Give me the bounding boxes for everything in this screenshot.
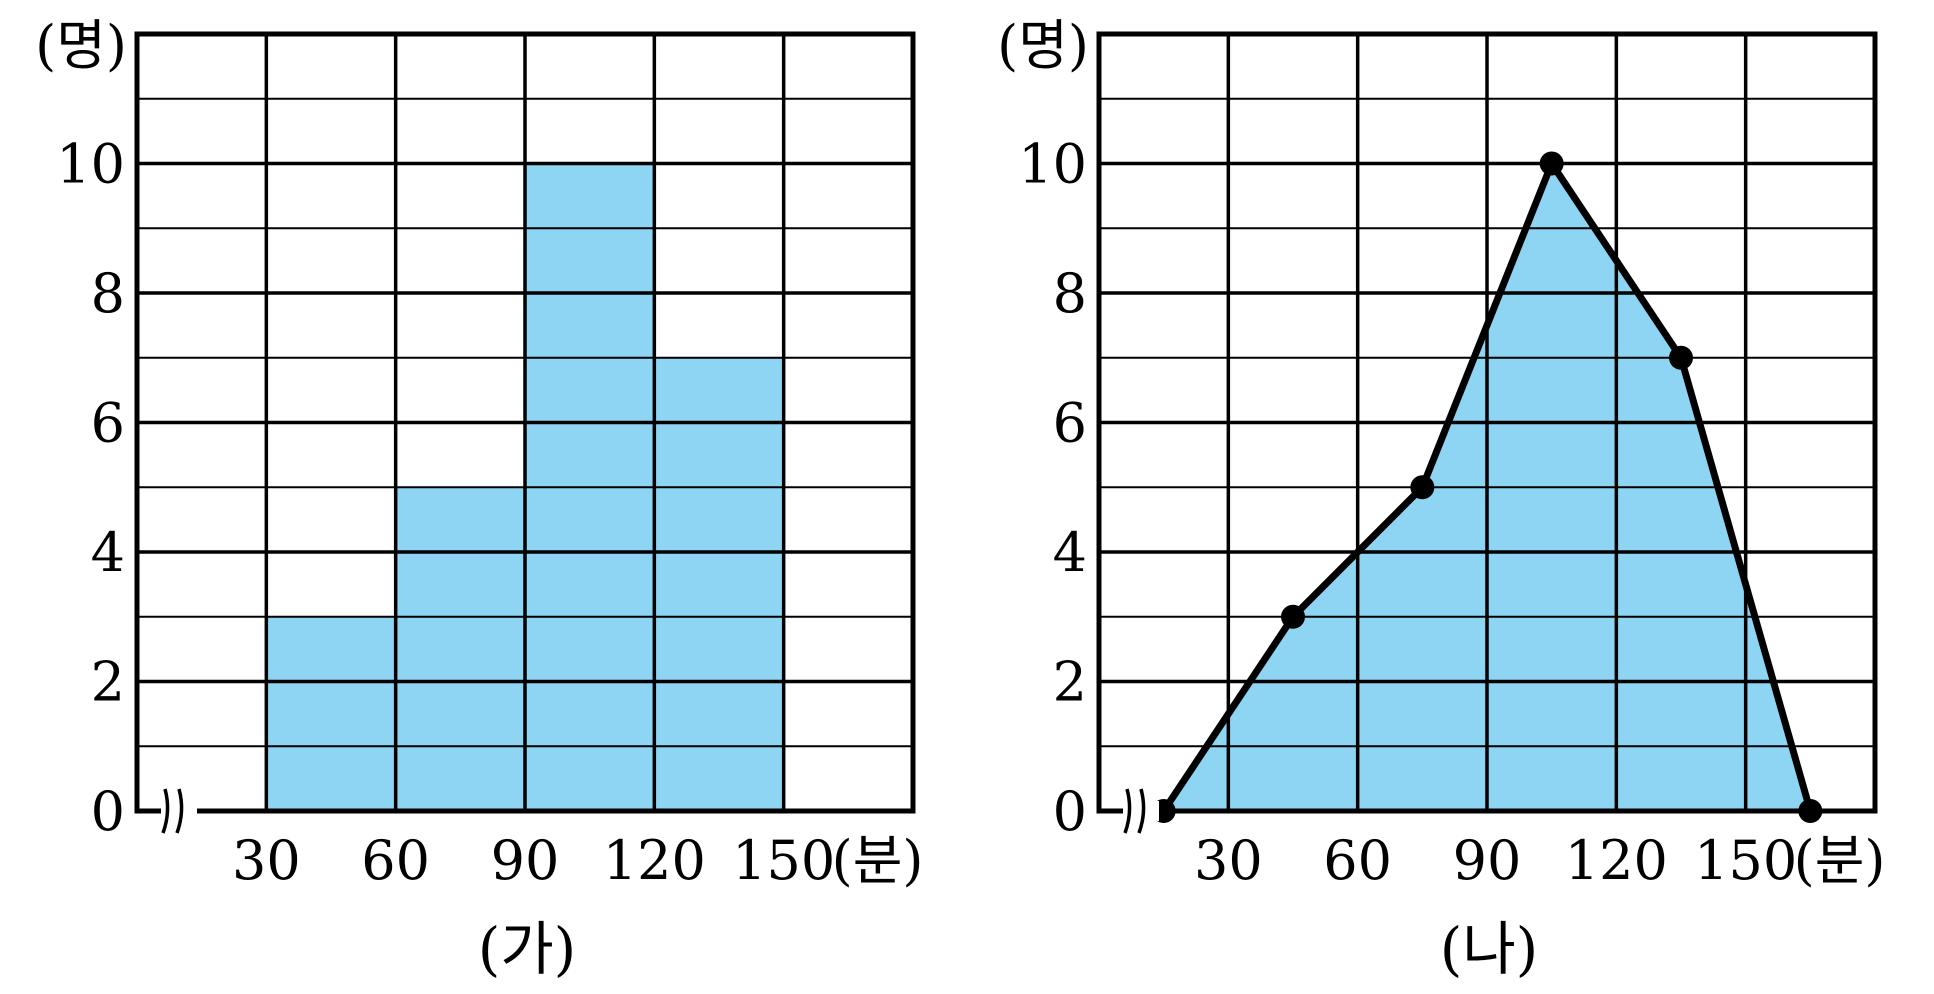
frequency-polygon-chart-b: 0 2 4 6 8 10 30 60 90 120 150 (명) (분) (나) (997, 14, 1885, 983)
chart-caption: (가) (478, 915, 577, 983)
y-axis-unit: (명) (997, 14, 1089, 77)
data-point (1410, 475, 1435, 500)
data-point (1798, 799, 1823, 823)
x-tick-label: 120 (1565, 829, 1668, 892)
y-tick-label: 4 (1053, 521, 1087, 584)
histogram-bar (395, 487, 525, 811)
y-tick-label: 6 (91, 392, 125, 455)
axis-break-mark (161, 788, 184, 834)
axis-break-gap (1123, 801, 1159, 821)
frequency-polygon-line (1160, 160, 1814, 813)
y-axis-unit: (명) (35, 14, 127, 77)
y-tick-label: 10 (1018, 133, 1087, 196)
y-tick-label: 6 (1053, 392, 1087, 455)
y-tick-label: 4 (91, 521, 125, 584)
data-point (1669, 345, 1693, 370)
histogram-bar (266, 616, 396, 811)
plot-frame (1096, 31, 1878, 814)
x-tick-label: 90 (1453, 829, 1522, 892)
y-tick-label: 0 (1053, 780, 1087, 843)
x-tick-label: 60 (361, 829, 430, 892)
histogram-bar (654, 357, 784, 811)
chart-caption: (나) (1440, 915, 1539, 983)
x-tick-label: 150 (1694, 829, 1797, 892)
y-tick-label: 8 (91, 262, 125, 325)
x-tick-label: 60 (1323, 829, 1392, 892)
x-tick-label: 90 (491, 829, 560, 892)
y-tick-label: 2 (1053, 651, 1087, 714)
x-tick-label: 150 (732, 829, 835, 892)
histogram-chart-a: 0 2 4 6 8 10 30 60 90 120 150 (명) (분) (가) (35, 14, 923, 983)
y-tick-label: 10 (56, 133, 125, 196)
x-axis-unit: (분) (832, 829, 924, 892)
axis-break-mark (1123, 788, 1146, 834)
x-tick-label: 30 (232, 829, 301, 892)
y-tick-label: 0 (91, 780, 125, 843)
x-tick-label: 120 (603, 829, 706, 892)
data-point (1281, 604, 1305, 629)
y-tick-label: 2 (91, 651, 125, 714)
axis-break-gap (161, 801, 197, 821)
plot-frame (134, 31, 916, 814)
data-point (1539, 151, 1564, 176)
y-tick-label: 8 (1053, 262, 1087, 325)
x-tick-label: 30 (1194, 829, 1263, 892)
x-axis-unit: (분) (1794, 829, 1886, 892)
